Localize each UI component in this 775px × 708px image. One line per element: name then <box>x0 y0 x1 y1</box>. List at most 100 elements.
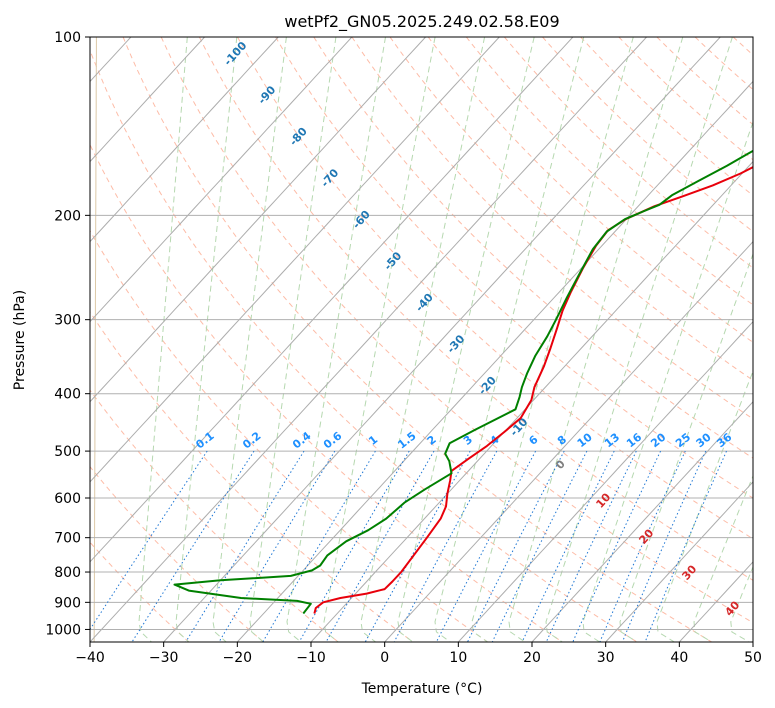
x-tick-label: 30 <box>597 650 615 666</box>
mixing-ratio-line <box>435 450 537 642</box>
moist-adiabat <box>471 37 634 642</box>
dry-adiabat <box>771 37 775 642</box>
isotherm-line <box>752 641 753 642</box>
mixing-ratio-line <box>467 450 565 642</box>
x-tick-label: −20 <box>223 650 253 666</box>
moist-adiabat-label: 40 <box>722 598 742 618</box>
y-tick-label: 300 <box>54 313 81 329</box>
dry-adiabat-label: -80 <box>287 125 310 149</box>
isotherm-line <box>90 37 353 323</box>
isotherm-line <box>0 37 57 642</box>
dry-adiabat <box>580 37 753 197</box>
dry-adiabat <box>427 37 753 343</box>
dry-adiabat-tan <box>93 37 97 642</box>
isotherm-line <box>90 37 426 403</box>
moist-adiabat <box>619 252 753 642</box>
moist-adiabat <box>212 37 287 642</box>
mixing-ratio-line <box>262 450 376 642</box>
dry-adiabat-label: -40 <box>413 291 436 315</box>
x-tick-label: −40 <box>75 650 105 666</box>
mixing-ratio-label: 36 <box>714 430 734 450</box>
y-axis-label: Pressure (hPa) <box>12 290 28 390</box>
mixing-ratio-line <box>218 450 336 642</box>
dry-adiabat <box>237 37 753 540</box>
y-tick-label: 900 <box>54 595 81 611</box>
dry-adiabat-label: -50 <box>381 249 404 273</box>
isotherm-line <box>90 37 500 483</box>
mixing-ratio-line <box>298 450 410 642</box>
x-tick-label: 20 <box>523 650 541 666</box>
moist-adiabat <box>249 37 337 642</box>
dry-adiabat <box>732 37 753 56</box>
x-tick-label: 50 <box>744 650 762 666</box>
dry-adiabat <box>656 37 753 126</box>
dry-adiabat <box>90 143 563 642</box>
mixing-ratio-label: 8 <box>555 433 569 448</box>
plot-frame <box>89 36 754 643</box>
isotherm-line <box>384 240 753 642</box>
dry-adiabat <box>90 389 339 642</box>
dry-adiabat <box>694 37 753 91</box>
moist-adiabat <box>656 369 753 642</box>
isotherm-line <box>236 80 753 642</box>
x-tick-label: 40 <box>670 650 688 666</box>
isotherm-line <box>163 37 721 642</box>
moist-adiabat <box>323 37 436 642</box>
mixing-ratio-line <box>185 450 305 642</box>
dry-adiabat <box>618 37 753 161</box>
moist-adiabat <box>286 37 386 642</box>
isotherm-line <box>90 37 279 243</box>
moist-adiabat <box>545 37 733 642</box>
mixing-ratio-line <box>545 450 637 642</box>
x-axis-label: Temperature (°C) <box>361 681 483 697</box>
dry-adiabat <box>542 37 753 233</box>
dry-adiabat <box>90 311 414 642</box>
dry-adiabat-label: -100 <box>221 39 249 68</box>
x-tick-label: −30 <box>149 650 179 666</box>
isotherm-line <box>457 320 753 642</box>
y-tick-label: 700 <box>54 531 81 547</box>
mixing-ratio-line <box>621 450 707 642</box>
dry-adiabat-label: -70 <box>318 166 341 190</box>
mixing-ratio-line <box>131 450 255 642</box>
dry-adiabat-label: -30 <box>444 332 467 356</box>
mixing-ratio-line <box>644 450 727 642</box>
isotherm-line <box>605 481 753 642</box>
moist-adiabat <box>434 37 585 642</box>
y-tick-label: 1000 <box>45 622 81 638</box>
mixing-ratio-line <box>393 450 498 642</box>
mixing-ratio-line <box>325 450 435 642</box>
mixing-ratio-label: 1 <box>366 433 380 448</box>
dry-adiabat <box>122 37 712 642</box>
y-tick-label: 200 <box>54 208 81 224</box>
isotherm-line <box>90 37 205 163</box>
mixing-ratio-line <box>599 450 686 642</box>
isotherm-line <box>90 37 647 642</box>
moist-adiabat <box>508 37 684 642</box>
y-axis: 100 200 300 400 500 600 700 800 900 1000 <box>45 30 90 638</box>
dry-adiabat <box>198 37 753 581</box>
moist-adiabat <box>582 120 753 642</box>
mixing-ratio-label: 6 <box>526 433 540 448</box>
mixing-ratio-label: 0.6 <box>321 429 345 451</box>
moist-adiabat-label: 0 <box>553 457 568 472</box>
mixing-ratio-label: 0.1 <box>193 429 216 451</box>
dry-adiabat <box>90 49 638 642</box>
moist-adiabat <box>138 37 188 642</box>
mixing-ratio-label: 0.2 <box>240 429 263 451</box>
y-tick-label: 100 <box>54 30 81 46</box>
y-tick-label: 800 <box>54 565 81 581</box>
dry-adiabat <box>504 37 753 269</box>
mixing-ratio-label: 20 <box>648 430 668 450</box>
mixing-ratio-line <box>90 450 208 631</box>
y-tick-label: 500 <box>54 444 81 460</box>
mixing-ratio-label: 0.4 <box>290 429 314 451</box>
dry-adiabat <box>160 37 753 624</box>
chart-title: wetPf2_GN05.2025.249.02.58.E09 <box>284 12 559 32</box>
moist-adiabat <box>360 37 486 642</box>
moist-adiabat-label: 10 <box>593 490 613 510</box>
moist-adiabat <box>693 474 753 642</box>
isotherm-line <box>531 401 753 642</box>
moist-adiabat-label: 30 <box>679 562 699 582</box>
